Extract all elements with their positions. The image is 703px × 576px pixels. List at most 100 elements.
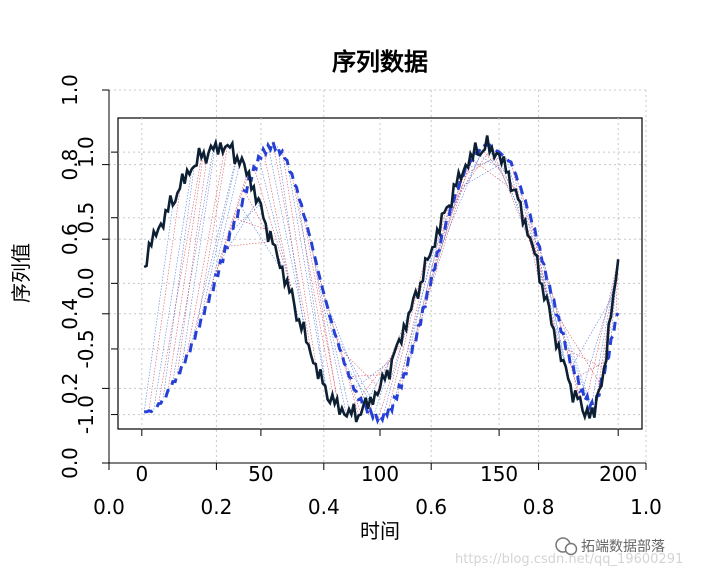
- alignment-link: [420, 172, 459, 325]
- x-tick-label: 150: [480, 462, 518, 486]
- alignment-link: [229, 203, 262, 233]
- alignment-link: [529, 214, 562, 361]
- alignment-link: [477, 153, 507, 173]
- alignment-link: [591, 259, 619, 403]
- alignment-link: [186, 146, 226, 354]
- outer-y-tick-label: 0.6: [58, 223, 82, 255]
- outer-x-axis-ticks: 0.0 0.2 0.4 0.6 0.8 1.0: [93, 462, 662, 519]
- alignment-link: [167, 152, 205, 391]
- x-axis-label: 时间: [360, 519, 400, 543]
- alignment-link: [267, 145, 305, 322]
- alignment-link: [172, 149, 214, 382]
- outer-x-tick-label: 0.6: [415, 495, 447, 519]
- alignment-link: [196, 145, 228, 330]
- alignment-link: [577, 360, 607, 378]
- outer-y-tick-label: 1.0: [58, 74, 82, 106]
- alignment-link: [315, 260, 350, 410]
- series-line-reference: [144, 135, 620, 425]
- outer-grid: [108, 89, 647, 464]
- alignment-link: [334, 333, 371, 398]
- alignment-link: [434, 153, 471, 270]
- outer-x-tick-label: 0.2: [200, 495, 232, 519]
- y-tick-label: -0.5: [74, 329, 98, 368]
- alignment-link: [572, 294, 614, 365]
- alignment-link: [582, 280, 617, 390]
- y-tick-label: 0.5: [74, 202, 98, 234]
- outer-x-tick-label: 0.8: [523, 495, 555, 519]
- outer-x-tick-label: 1.0: [630, 495, 662, 519]
- alignment-link: [524, 199, 569, 379]
- alignment-link: [448, 151, 483, 217]
- alignment-link: [286, 160, 326, 386]
- alignment-link: [415, 205, 450, 343]
- alignment-link: [324, 298, 369, 409]
- x-axis-ticks: 0 50 100 150 200: [135, 429, 637, 486]
- watermark-brand: 拓端数据部落: [581, 539, 665, 555]
- alignment-link: [182, 142, 216, 364]
- alignment-link: [558, 316, 602, 387]
- alignment-link: [515, 174, 550, 307]
- alignment-link: [520, 186, 559, 344]
- x-tick-label: 0: [135, 462, 148, 486]
- series-line-main: [143, 135, 620, 423]
- y-tick-label: -1.0: [74, 395, 98, 434]
- alignment-link: [201, 156, 238, 317]
- alignment-link: [191, 163, 236, 343]
- wechat-icon: [555, 537, 578, 556]
- alignment-link: [458, 163, 502, 189]
- alignment-link: [453, 147, 493, 202]
- alignment-link: [534, 228, 571, 385]
- alignment-link: [586, 259, 619, 397]
- alignment-link: [353, 359, 393, 390]
- alignment-link: [344, 363, 374, 405]
- alignment-link: [215, 171, 250, 276]
- chart-title: 序列数据: [332, 48, 428, 76]
- x-tick-label: 50: [248, 462, 273, 486]
- alignment-link: [491, 147, 536, 255]
- alignment-link: [225, 241, 269, 247]
- outer-y-tick-label: 0.0: [58, 447, 82, 479]
- outer-x-tick-label: 0.4: [308, 495, 340, 519]
- series-layer: [143, 135, 620, 425]
- outer-y-axis-ticks: 0.00.20.40.60.81.0: [58, 74, 110, 479]
- y-tick-label: 1.0: [74, 136, 98, 168]
- alignment-link: [158, 157, 202, 404]
- alignment-link: [220, 198, 259, 262]
- alignment-link: [310, 240, 340, 415]
- alignment-link: [210, 164, 240, 290]
- alignment-link: [568, 349, 605, 369]
- outer-y-tick-label: 0.4: [58, 298, 82, 330]
- alignment-link: [177, 163, 207, 373]
- alignment-link: [291, 173, 336, 405]
- alignment-link: [205, 174, 247, 303]
- alignment-link: [305, 221, 347, 417]
- alignment-link: [262, 149, 295, 305]
- alignment-link: [282, 151, 316, 365]
- x-tick-label: 200: [599, 462, 637, 486]
- outer-y-tick-label: 0.8: [58, 149, 82, 181]
- alignment-link: [339, 348, 381, 389]
- alignment-link: [472, 160, 514, 191]
- alignment-link: [239, 204, 281, 268]
- alignment-link: [486, 145, 526, 221]
- alignment-link: [143, 205, 174, 412]
- alignment-link: [439, 155, 481, 251]
- alignment-link: [382, 291, 417, 420]
- outer-x-tick-label: 0.0: [93, 495, 125, 519]
- alignment-link: [148, 173, 183, 411]
- alignment-link: [391, 246, 436, 411]
- y-axis-ticks: -1.0 -0.5 0.0 0.5 1.0: [74, 136, 118, 434]
- alignment-link: [544, 264, 574, 403]
- alignment-link: [468, 156, 504, 169]
- watermark-url: https://blog.csdn.net/qq_19600291: [455, 552, 683, 567]
- alignment-link: [539, 246, 581, 398]
- alignment-link: [444, 158, 474, 234]
- alignment-link: [510, 161, 540, 283]
- x-tick-label: 100: [361, 462, 399, 486]
- alignment-link: [243, 190, 274, 244]
- y-tick-label: 0.0: [74, 267, 98, 299]
- outer-y-tick-label: 0.2: [58, 372, 82, 404]
- alignment-link: [253, 166, 293, 290]
- y-axis-label: 序列值: [9, 243, 33, 303]
